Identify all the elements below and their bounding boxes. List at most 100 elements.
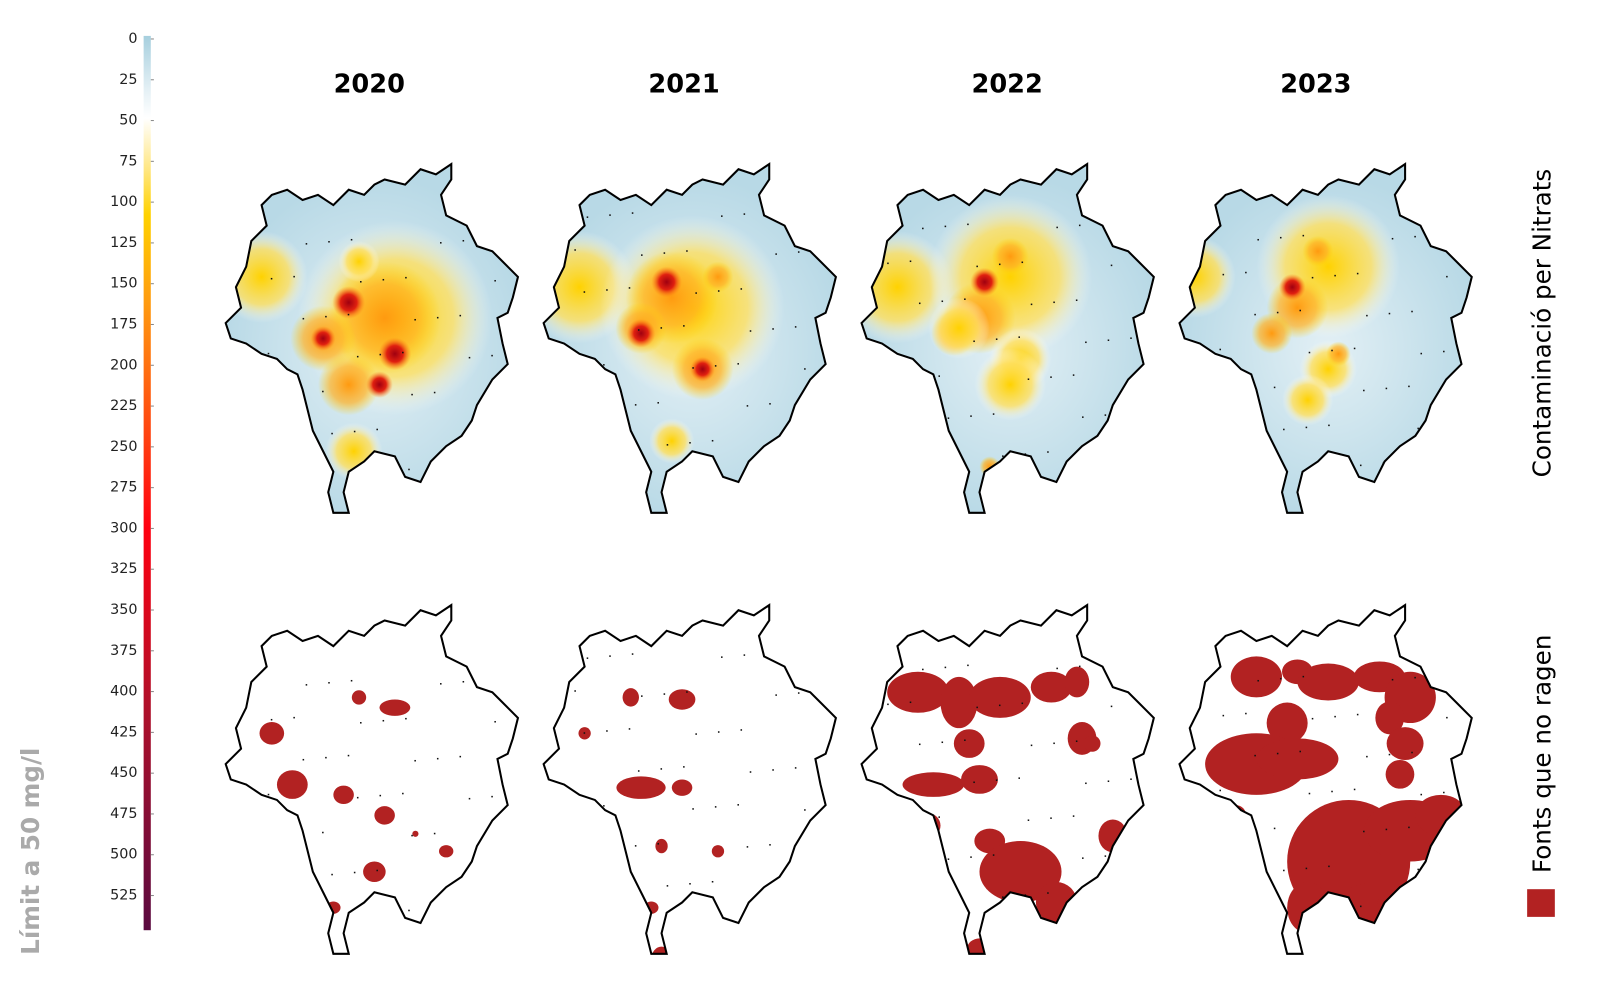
site-dot [1408,385,1410,388]
site-dot [797,251,800,253]
site-dot [1305,867,1308,870]
site-dot [915,377,918,379]
site-dot [1305,426,1308,429]
site-dot [606,289,608,291]
map-fill [1179,164,1472,513]
site-dot [276,835,279,838]
site-dot [1053,742,1055,745]
heat-blob [1251,312,1293,354]
site-dot [686,250,688,252]
site-dot [331,873,333,876]
site-dot [631,653,634,655]
dry-area [711,845,725,858]
site-dot [414,759,416,762]
dry-area [967,938,992,954]
site-dot [1411,310,1413,313]
site-dot [325,756,327,759]
site-dot [436,316,439,319]
site-dot [1130,778,1132,780]
site-dot [379,794,382,797]
site-dot [491,795,493,798]
site-dot [433,832,436,835]
site-dot [1276,311,1279,314]
dry-area [969,676,1031,718]
site-dot [1420,793,1423,796]
site-dot [1273,827,1276,830]
site-dot [296,908,298,911]
legend-swatch [1527,889,1555,917]
site-dot [322,831,324,834]
site-dot [382,278,385,281]
dry-area [961,765,998,794]
site-dot [1222,273,1225,276]
site-dot [714,806,717,808]
site-dot [893,820,895,823]
site-dot [1417,427,1419,430]
site-dot [1085,782,1087,785]
heat-blob [626,318,656,348]
site-dot [1219,348,1222,351]
dry-area [1287,882,1329,934]
site-dot [402,351,404,354]
site-dot [1359,905,1362,908]
site-dot [1018,336,1020,338]
site-dot [440,242,442,244]
tick-label: 75 [119,153,137,169]
site-dot [459,755,462,758]
site-dot [350,679,353,682]
site-dot [1279,677,1282,680]
dry-area [333,785,354,805]
site-dot [1328,865,1330,868]
site-dot [465,872,468,875]
site-dot [1446,716,1448,719]
site-dot [909,260,912,263]
site-dot [1075,299,1078,302]
dry-area [953,729,985,758]
site-dot [411,834,413,837]
site-dot [1082,857,1084,859]
color-scale-ticks: 0 25 50 75 100 125 150 175 200 225 250 275 300 325 350… [110,31,154,904]
site-dot [485,678,487,681]
nitrate-map [860,163,1155,514]
site-dot [666,885,669,887]
site-dot [1436,233,1439,236]
heat-blob [974,348,1047,421]
site-dot [637,770,640,772]
heat-blob [690,356,715,382]
site-dot [273,469,276,472]
site-dot [947,858,950,860]
site-dot [385,470,388,473]
site-dot [488,870,490,873]
site-dot [1385,387,1388,390]
site-dot [1056,226,1058,229]
row-label: Contaminació per Nitrats [1528,169,1557,478]
site-dot [331,432,333,435]
site-dot [1359,464,1362,467]
site-dot [970,856,972,858]
map-fill [861,605,1154,954]
site-dot [376,869,378,872]
site-dot [964,739,966,741]
site-dot [577,882,579,884]
site-dot [1021,702,1024,705]
heat-blob [1326,341,1351,367]
dry-area [940,676,978,729]
site-dot [405,717,407,720]
site-dot [1439,866,1442,869]
site-dot [1104,414,1107,416]
dry-area [1035,882,1077,924]
site-dot [973,781,975,784]
site-dot [322,390,324,393]
site-dot [890,454,892,456]
site-dot [296,467,298,470]
site-dot [356,355,359,358]
nitrate-map [1178,163,1473,514]
site-dot [1311,717,1314,720]
site-dot [1072,815,1075,817]
site-dot [941,300,944,303]
site-dot [964,298,966,300]
tick-label: 125 [110,235,137,251]
site-dot [692,367,694,369]
site-dot [1279,236,1282,239]
site-dot [1222,714,1225,717]
